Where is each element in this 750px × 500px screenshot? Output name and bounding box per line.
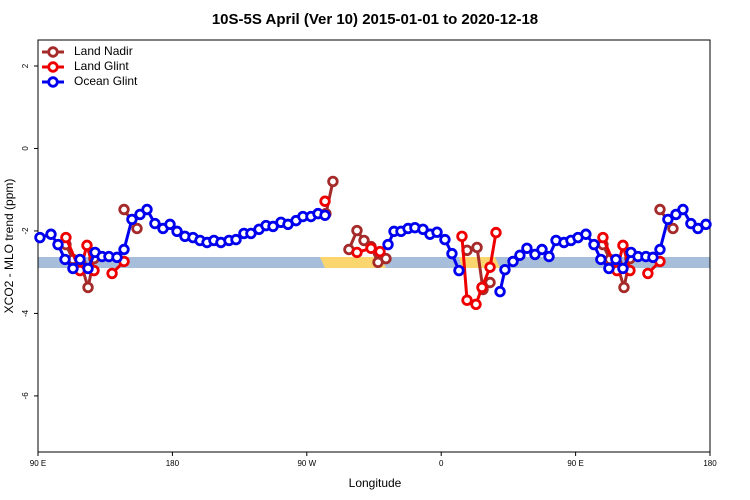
chart-title: 10S-5S April (Ver 10) 2015-01-01 to 2020… (212, 11, 538, 28)
data-point (439, 233, 451, 246)
data-point (81, 239, 93, 252)
data-point (476, 281, 488, 294)
data-point (111, 251, 123, 264)
legend-label: Land Glint (74, 59, 129, 73)
data-point (446, 247, 458, 260)
data-point (59, 253, 71, 266)
data-point (610, 253, 622, 266)
data-point (118, 243, 130, 256)
data-point (588, 238, 600, 251)
data-point (494, 285, 506, 298)
data-point (380, 252, 392, 265)
data-point (67, 262, 79, 275)
data-point (471, 241, 483, 254)
data-point (642, 267, 654, 280)
legend-marker (47, 76, 59, 88)
data-point (543, 250, 555, 263)
plot-frame (37, 39, 711, 453)
data-point (667, 222, 679, 235)
data-point (106, 267, 118, 280)
data-point (171, 225, 183, 238)
data-point (74, 253, 86, 266)
data-point (536, 243, 548, 256)
y-axis-label: XCO2 - MLO trend (ppm) (2, 179, 16, 314)
data-point (618, 281, 630, 294)
data-point (82, 262, 94, 275)
legend-marker (47, 46, 59, 58)
data-point (327, 175, 339, 188)
data-point (118, 203, 130, 216)
data-point (484, 276, 496, 289)
data-point (603, 262, 615, 275)
legend-marker (47, 61, 59, 73)
data-point (126, 213, 138, 226)
data-point (677, 203, 689, 216)
data-point (131, 222, 143, 235)
data-point (382, 238, 394, 251)
x-tick-label: 90 W (297, 459, 316, 468)
data-point (595, 253, 607, 266)
y-tick-label: -6 (21, 392, 30, 400)
data-point (149, 217, 161, 230)
data-point (358, 234, 370, 247)
data-point (499, 264, 511, 276)
data-point (365, 242, 377, 254)
data-point (470, 298, 482, 311)
x-tick-label: 180 (703, 459, 717, 468)
x-tick-label: 90 E (30, 459, 46, 468)
data-point (484, 261, 496, 273)
data-point (662, 213, 674, 226)
legend-label: Land Nadir (74, 44, 133, 58)
y-tick-label: 2 (21, 63, 30, 68)
data-point (351, 246, 363, 259)
data-point (60, 231, 72, 244)
x-tick-label: 0 (439, 459, 444, 468)
data-point (431, 226, 443, 238)
data-point (490, 226, 502, 239)
data-point (456, 230, 468, 243)
data-point (453, 264, 465, 277)
data-point (141, 203, 153, 216)
land-strip (320, 257, 386, 268)
data-point (700, 218, 712, 231)
data-point (82, 281, 94, 294)
data-point (374, 245, 386, 258)
data-point (351, 224, 363, 237)
y-tick-label: -4 (21, 309, 30, 317)
data-point (617, 239, 629, 252)
data-point (319, 195, 331, 207)
data-point (34, 231, 46, 244)
data-point (164, 218, 176, 231)
x-tick-label: 90 E (567, 459, 583, 468)
y-tick-label: -2 (21, 227, 30, 235)
y-tick-label: 0 (21, 146, 30, 151)
data-point (514, 249, 526, 261)
x-axis-label: Longitude (349, 476, 402, 490)
data-point (52, 238, 64, 251)
data-point (507, 255, 519, 268)
data-point (580, 228, 592, 240)
data-point (617, 262, 629, 275)
data-point (654, 203, 666, 216)
data-point (647, 251, 659, 264)
data-point (521, 242, 533, 254)
data-point (319, 209, 331, 221)
data-point (461, 294, 473, 306)
legend-label: Ocean Glint (74, 74, 138, 88)
data-point (597, 231, 609, 244)
x-tick-label: 180 (166, 459, 180, 468)
data-point (230, 233, 242, 246)
data-point (654, 243, 666, 256)
data-point (45, 228, 57, 240)
